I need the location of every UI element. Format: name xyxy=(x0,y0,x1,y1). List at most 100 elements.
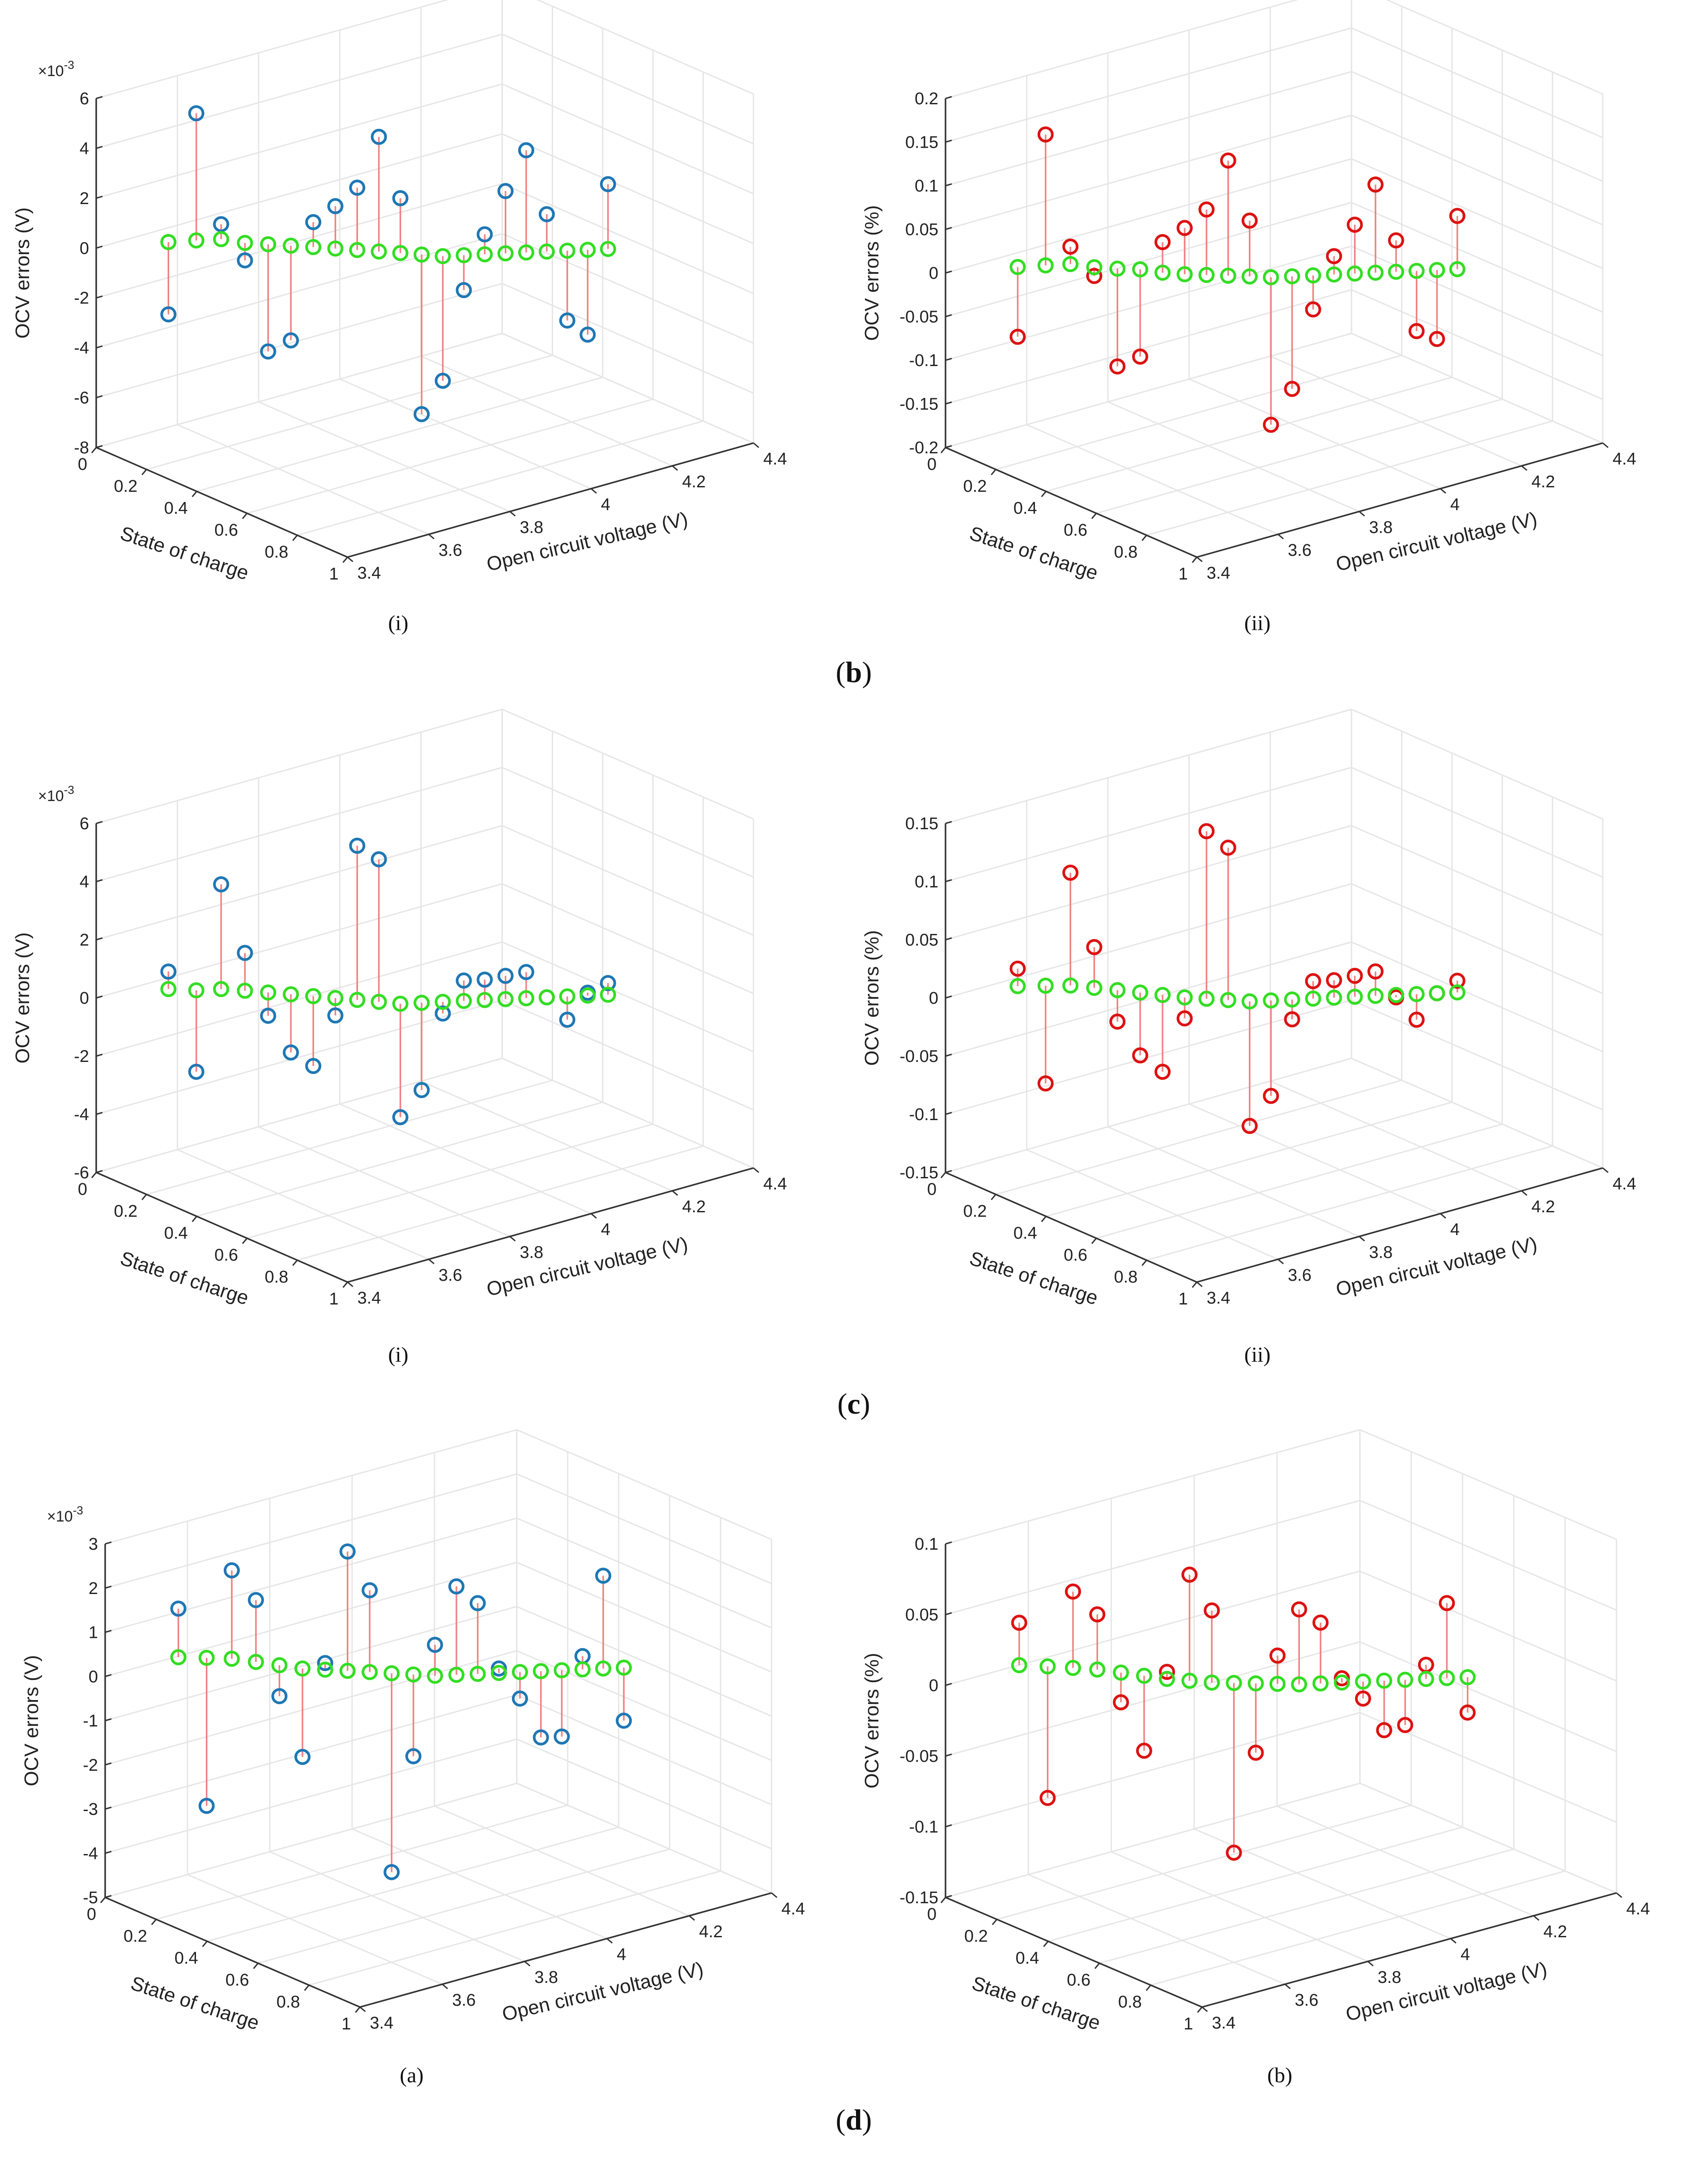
y-tick-label: 4 xyxy=(601,495,610,514)
error-point xyxy=(456,972,472,989)
wall-grid xyxy=(96,83,503,199)
x-tick xyxy=(292,535,298,541)
floor-grid-soc xyxy=(196,1101,603,1217)
y-tick-label: 3.4 xyxy=(358,1289,381,1308)
floor-grid-soc xyxy=(1048,1826,1463,1942)
wall-grid xyxy=(1351,202,1603,313)
reference-point xyxy=(188,232,204,249)
z-tick-label: 0 xyxy=(929,989,938,1008)
z-axis-label: OCV errors (%) xyxy=(861,1653,883,1788)
y-tick-label: 3.6 xyxy=(439,1266,462,1285)
reference-point xyxy=(1305,990,1321,1007)
reference-point xyxy=(1291,1676,1308,1692)
reference-point xyxy=(413,246,430,263)
z-axis-label: OCV errors (%) xyxy=(861,930,883,1066)
y-tick xyxy=(672,1190,678,1196)
reference-point xyxy=(1009,259,1026,275)
z-tick-label: -6 xyxy=(74,1164,89,1182)
wall-grid xyxy=(1351,1057,1603,1169)
row-letter-c: c xyxy=(847,1388,860,1420)
wall-grid xyxy=(96,283,503,399)
z-tick xyxy=(105,1718,112,1722)
x-tick xyxy=(991,469,997,475)
x-tick-label: 0 xyxy=(927,1905,937,1924)
error-point xyxy=(1397,1717,1414,1733)
z-tick-label: 4 xyxy=(80,139,89,158)
floor-grid-v xyxy=(421,1080,673,1192)
wall-grid xyxy=(1351,883,1603,994)
error-point xyxy=(405,1748,422,1765)
wall-grid xyxy=(1351,825,1603,936)
reference-point xyxy=(1062,977,1079,994)
error-point xyxy=(1408,1011,1425,1028)
reference-point xyxy=(392,245,409,261)
wall-grid xyxy=(1351,27,1603,138)
wall-grid xyxy=(945,1570,1360,1686)
y-tick-label: 3.6 xyxy=(1295,1991,1319,2010)
error-point xyxy=(413,406,430,422)
z-axis-label: OCV errors (V) xyxy=(21,1655,43,1786)
floor-grid-v xyxy=(421,355,673,467)
x-tick xyxy=(192,1216,197,1222)
wall-grid xyxy=(96,708,503,824)
floor-grid-soc xyxy=(247,1123,653,1239)
y-tick-label: 4 xyxy=(1450,495,1460,514)
z-tick xyxy=(945,1112,952,1115)
reference-point xyxy=(477,246,493,263)
reference-point xyxy=(283,237,299,254)
x-tick-label: 0.8 xyxy=(264,1268,288,1287)
floor-grid-v xyxy=(1107,1126,1360,1237)
x-tick xyxy=(1142,1260,1147,1266)
reference-point xyxy=(1284,991,1300,1008)
error-point xyxy=(1086,268,1103,284)
y-tick-label: 4.4 xyxy=(1613,1175,1636,1193)
error-point xyxy=(1449,208,1465,224)
wall-grid xyxy=(1351,708,1603,820)
error-point xyxy=(477,226,493,243)
reference-point xyxy=(160,981,177,997)
reference-point xyxy=(1062,256,1079,273)
y-axis-line xyxy=(1197,442,1603,558)
reference-point xyxy=(237,982,253,999)
row-caption-c: (c) xyxy=(837,1388,870,1420)
x-tick xyxy=(1197,2007,1203,2013)
wall-grid xyxy=(502,767,754,878)
error-point xyxy=(283,332,299,349)
reference-point xyxy=(434,248,451,264)
z-tick-label: -0.1 xyxy=(909,351,938,370)
x-tick xyxy=(1192,1282,1197,1288)
floor-grid-soc xyxy=(995,1079,1402,1195)
wall-grid xyxy=(1351,158,1603,269)
wall-grid xyxy=(96,825,503,941)
z-tick xyxy=(945,227,952,230)
reference-point xyxy=(223,1650,240,1667)
error-point xyxy=(247,1592,264,1608)
error-point xyxy=(1439,1595,1455,1611)
z-tick xyxy=(96,395,103,399)
error-point xyxy=(1220,840,1236,856)
reference-point xyxy=(1086,980,1103,996)
reference-point xyxy=(1226,1675,1242,1691)
z-tick xyxy=(96,245,103,249)
y-tick xyxy=(1533,1915,1540,1921)
z-tick xyxy=(945,314,952,317)
wall-grid xyxy=(96,33,503,149)
x-axis-line xyxy=(96,447,348,558)
reference-point xyxy=(327,240,344,257)
error-point xyxy=(600,176,616,192)
wall-grid xyxy=(945,999,1352,1115)
wall-grid xyxy=(105,1429,517,1545)
y-tick-label: 3.6 xyxy=(1288,1266,1312,1285)
y-tick xyxy=(347,1281,354,1287)
x-tick-label: 0 xyxy=(78,1180,87,1199)
caption-d-b: (b) xyxy=(1267,2063,1292,2087)
wall-grid xyxy=(96,332,503,448)
axes: 0.1 0.05 0 -0.05 -0.1 -0.15 OCV errors (%) 0 0.2… xyxy=(861,1535,1650,2034)
error-point xyxy=(1263,1087,1279,1104)
y-tick-label: 4.2 xyxy=(682,1198,706,1216)
reference-point xyxy=(1376,1672,1393,1689)
error-point xyxy=(1159,1663,1175,1680)
z-tick xyxy=(945,937,952,941)
x-tick xyxy=(992,1919,997,1925)
y-axis-line xyxy=(1201,1892,1617,2008)
